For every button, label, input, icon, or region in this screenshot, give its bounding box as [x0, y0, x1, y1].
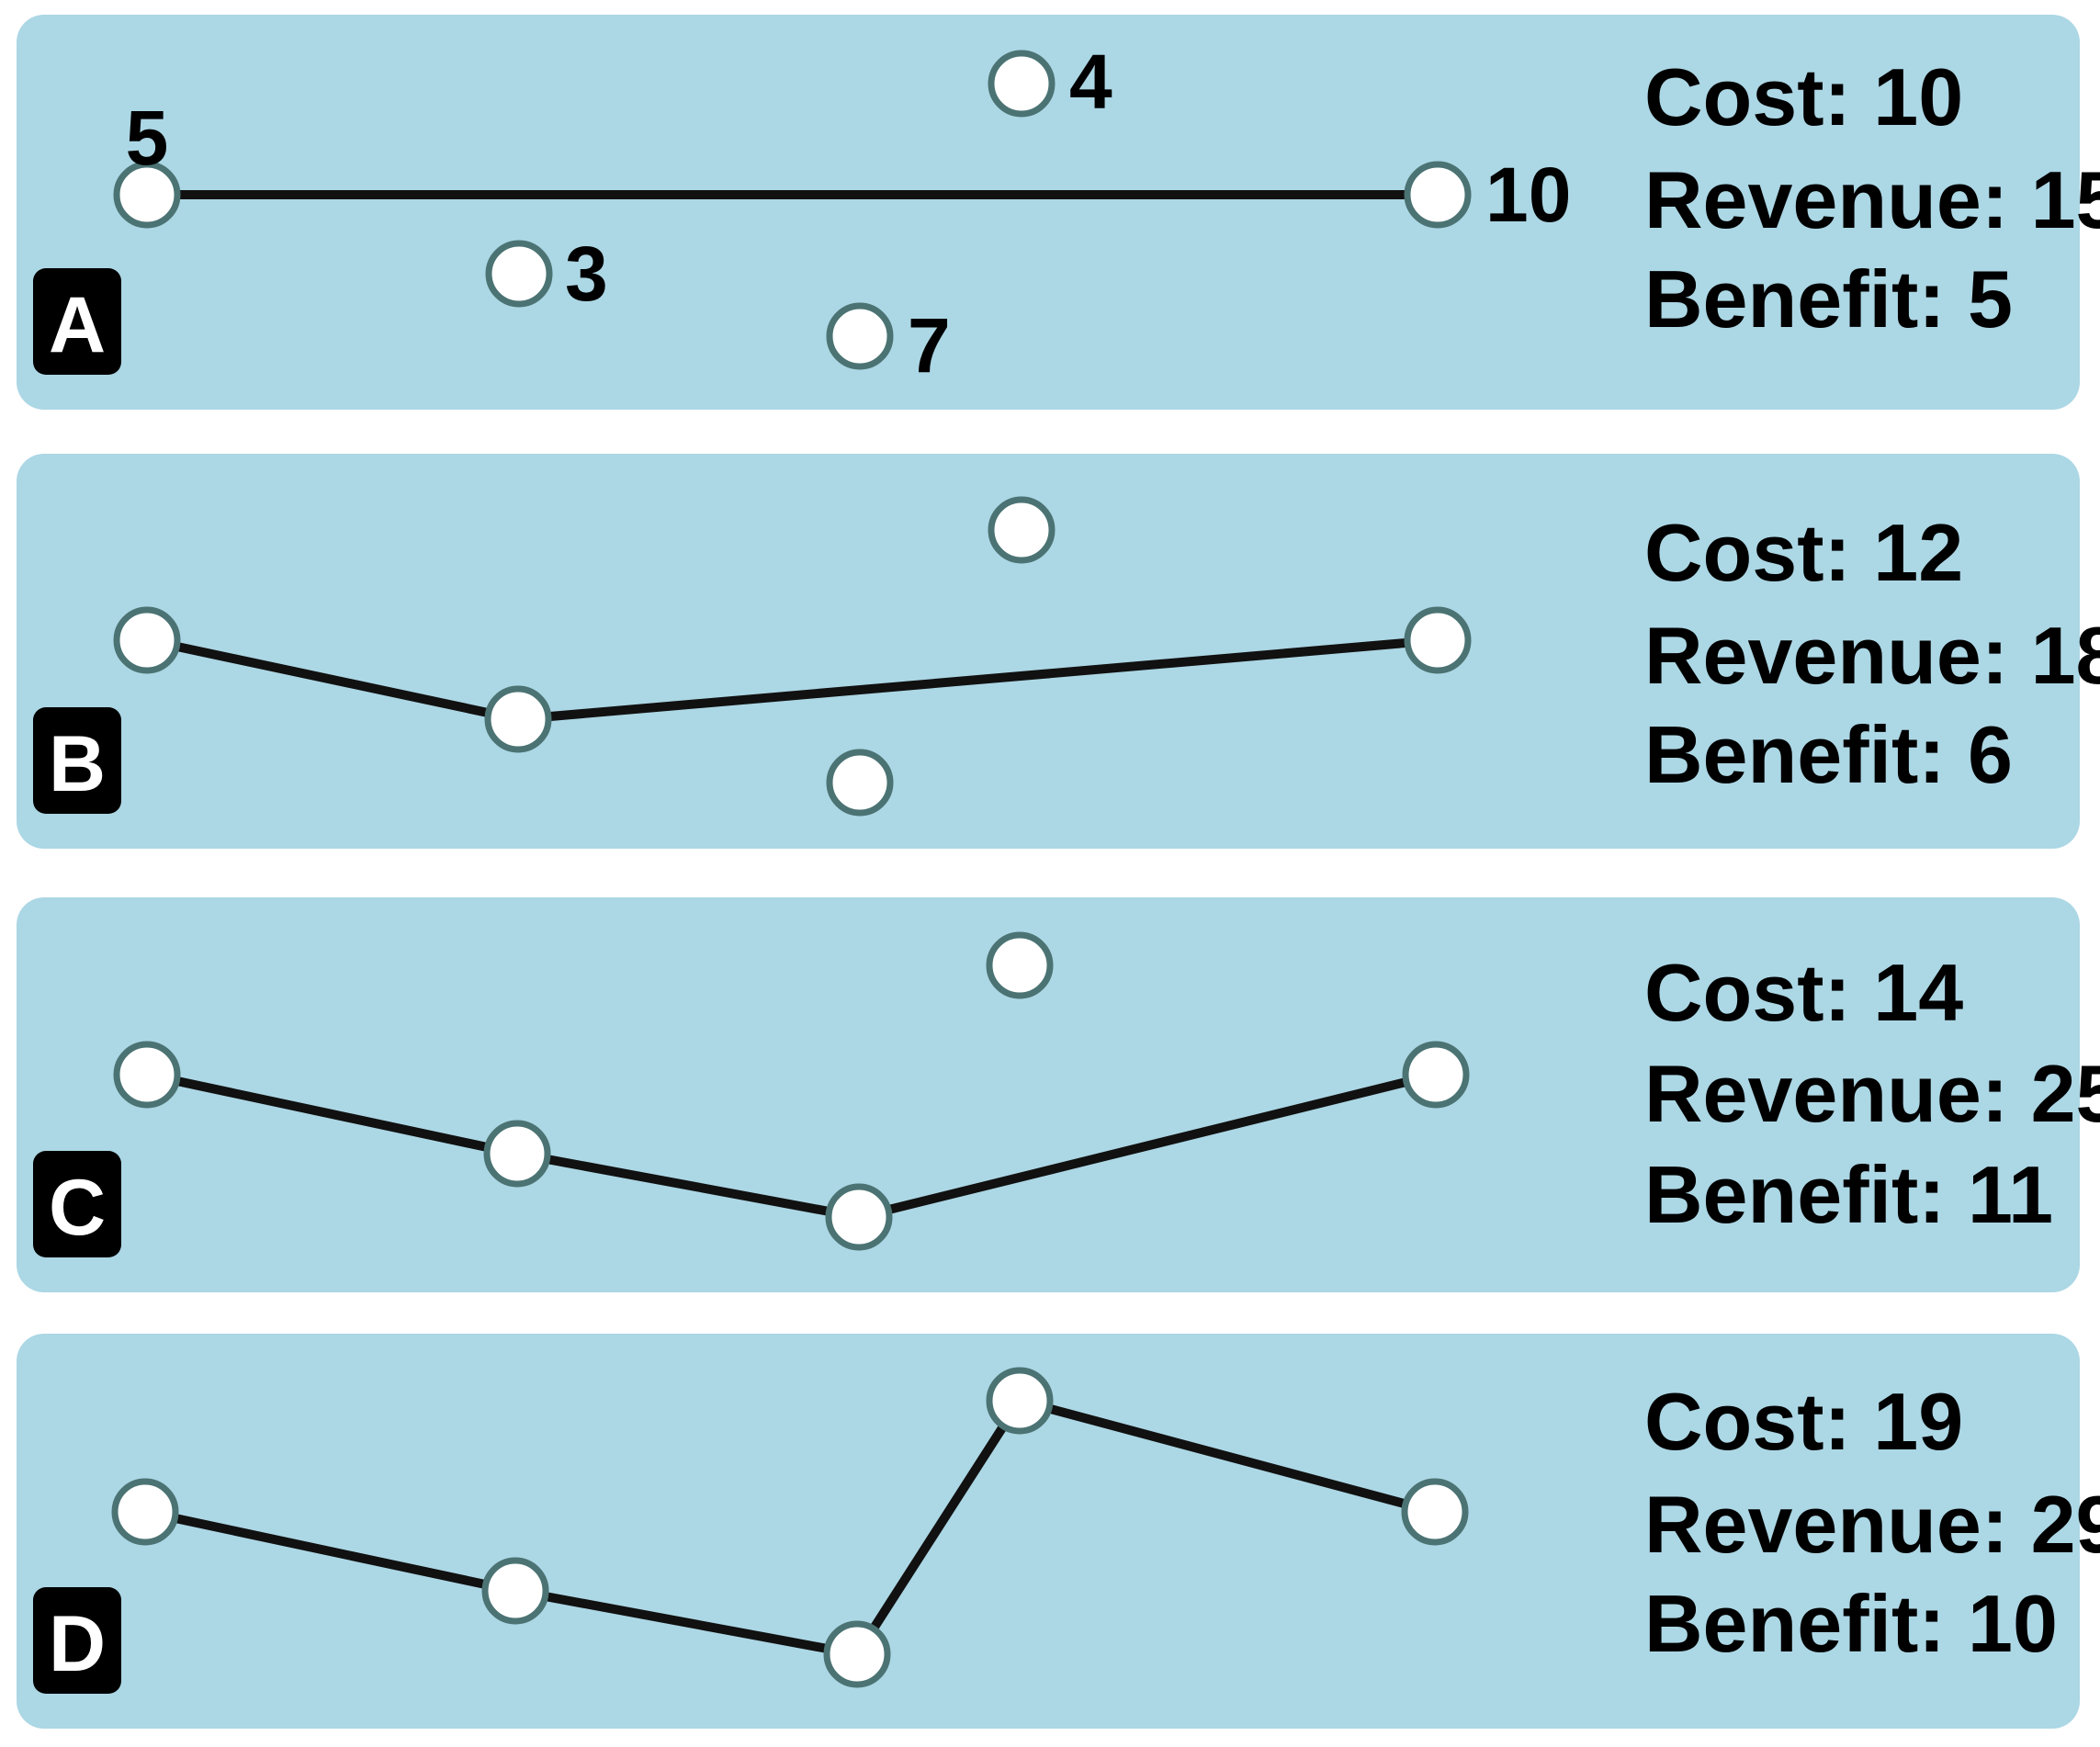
node-n1 — [113, 606, 181, 674]
stat-revenue: Revenue: 18 — [1644, 610, 2100, 701]
node-n4 — [986, 1367, 1054, 1435]
node-value-label: 10 — [1485, 152, 1571, 238]
panel-label-badge — [33, 268, 121, 375]
node-value-label: 5 — [126, 95, 169, 181]
panel-background — [17, 1334, 2080, 1729]
node-n2 — [485, 240, 553, 308]
node-n5 — [1404, 161, 1472, 229]
panel-label: B — [49, 720, 106, 808]
stat-cost: Cost: 14 — [1644, 947, 1963, 1038]
panel-c: C Cost: 14 Revenue: 25 Benefit: 11 — [17, 897, 2100, 1292]
stat-revenue: Revenue: 29 — [1644, 1479, 2100, 1570]
node-n1 — [111, 1478, 179, 1546]
node-n3 — [825, 1183, 893, 1251]
panel-label: A — [49, 281, 106, 369]
node-n2 — [484, 685, 552, 753]
node-n4 — [988, 496, 1056, 564]
node-n1 — [113, 1041, 181, 1109]
node-n3 — [826, 749, 894, 817]
stat-benefit: Benefit: 6 — [1644, 709, 2013, 800]
stat-revenue: Revenue: 15 — [1644, 154, 2100, 245]
panel-label-badge — [33, 1587, 121, 1694]
node-value-label: 4 — [1069, 39, 1112, 125]
panel-background — [17, 454, 2080, 849]
stat-cost: Cost: 10 — [1644, 51, 1963, 142]
stat-benefit: Benefit: 11 — [1644, 1149, 2053, 1240]
stat-benefit: Benefit: 10 — [1644, 1578, 2058, 1669]
stat-revenue: Revenue: 25 — [1644, 1048, 2100, 1139]
node-n3 — [823, 1620, 891, 1688]
panel-background — [17, 15, 2080, 410]
route-line — [142, 1070, 1440, 1222]
node-n4 — [986, 931, 1054, 999]
node-n5 — [1404, 606, 1472, 674]
node-n1 — [113, 161, 181, 229]
panel-label-badge — [33, 1151, 121, 1257]
panel-label: D — [49, 1600, 106, 1688]
node-value-label: 3 — [565, 231, 608, 317]
node-n5 — [1401, 1478, 1469, 1546]
node-n2 — [481, 1557, 549, 1625]
panel-label-badge — [33, 707, 121, 814]
node-value-label: 7 — [908, 302, 951, 389]
node-n3 — [826, 302, 894, 370]
stat-benefit: Benefit: 5 — [1644, 254, 2013, 344]
panel-label: C — [49, 1164, 106, 1252]
panel-background — [17, 897, 2080, 1292]
stat-cost: Cost: 19 — [1644, 1376, 1963, 1467]
node-n4 — [988, 50, 1056, 118]
node-n2 — [483, 1120, 551, 1188]
stat-cost: Cost: 12 — [1644, 507, 1963, 598]
node-n5 — [1402, 1041, 1470, 1109]
